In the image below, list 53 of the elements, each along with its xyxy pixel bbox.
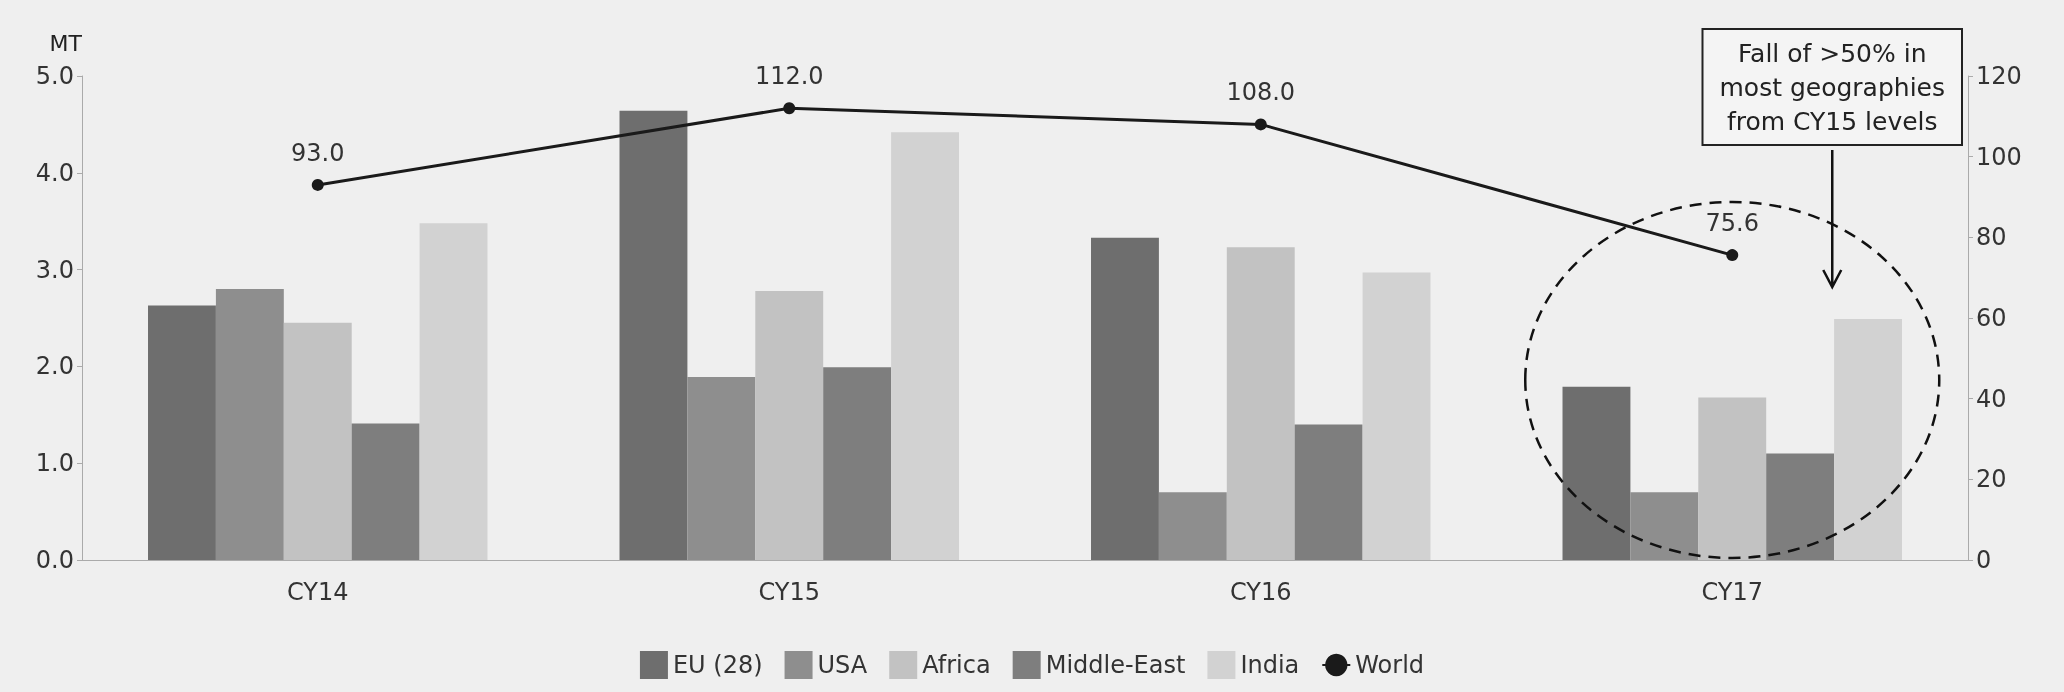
legend-label: World (1355, 651, 1425, 679)
bar (823, 367, 892, 560)
bar (891, 132, 959, 560)
y-tick-label: 3.0 (35, 255, 74, 284)
y-tick-label: 0.0 (35, 546, 74, 574)
bar (1362, 272, 1431, 560)
point (1726, 249, 1739, 262)
y-tick-label: 5.0 (35, 62, 74, 90)
legend-label: India (1240, 651, 1300, 679)
data-label: 93.0 (291, 138, 345, 167)
legend-label: Middle-East (1045, 651, 1186, 679)
bar (1834, 318, 1902, 560)
bar (419, 223, 488, 560)
y-tick-label: 1.0 (35, 449, 74, 478)
y2-tick-label: 100 (1976, 142, 2022, 171)
y2-tick-label: 40 (1976, 384, 2007, 413)
bar (1766, 453, 1835, 560)
bar (148, 305, 216, 560)
point (783, 102, 796, 115)
bar (1698, 397, 1767, 560)
data-label: 108.0 (1226, 78, 1296, 107)
bar (1562, 386, 1631, 560)
legend-label: USA (817, 651, 868, 679)
y-tick-label: 4.0 (35, 158, 74, 187)
x-tick-label: CY16 (1229, 578, 1292, 606)
y-tick-label: 2.0 (35, 352, 74, 381)
bar (755, 290, 824, 560)
bar (1091, 237, 1159, 560)
bar (1226, 247, 1295, 560)
y2-tick-label: 0 (1976, 546, 1992, 574)
data-label: 75.6 (1705, 209, 1759, 238)
x-tick-label: CY17 (1701, 578, 1764, 606)
bar (283, 322, 352, 560)
bar (1294, 424, 1363, 560)
annotation: Fall of >50% in most geographies from CY15 levels (1719, 38, 1946, 136)
bar (215, 288, 284, 560)
legend-label: EU (28) (672, 651, 763, 679)
legend-label: Africa (922, 651, 991, 679)
y-axis-title: MT (49, 30, 83, 56)
y2-tick-label: 120 (1976, 62, 2022, 90)
point (311, 178, 324, 191)
point (1254, 118, 1267, 131)
bar (351, 423, 420, 560)
x-tick-label: CY15 (758, 578, 821, 606)
x-tick-label: CY14 (286, 578, 349, 606)
bar (619, 110, 688, 560)
bar (1158, 492, 1227, 560)
y2-tick-label: 80 (1976, 223, 2007, 252)
data-label: 112.0 (754, 62, 824, 91)
bar (1630, 492, 1699, 560)
y2-tick-label: 20 (1976, 465, 2007, 494)
y2-tick-label: 60 (1976, 304, 2007, 332)
bar (687, 377, 756, 560)
